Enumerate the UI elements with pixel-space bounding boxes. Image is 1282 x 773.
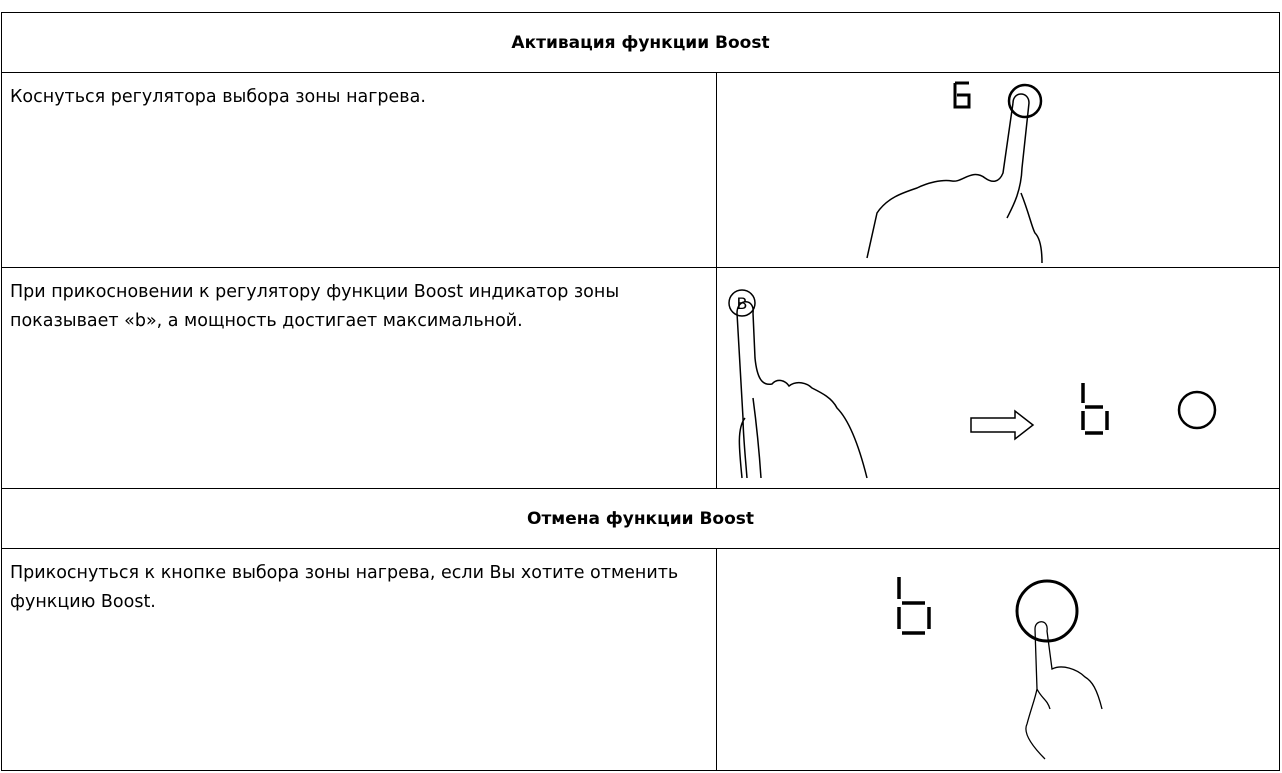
hand <box>736 301 868 479</box>
illustration-cell <box>715 72 1281 268</box>
segment-digit <box>953 81 971 109</box>
step-text: Прикоснуться к кнопке выбора зоны нагрев… <box>1 548 717 771</box>
boost-illustration: B <box>728 289 1217 479</box>
control-circle <box>1177 390 1217 430</box>
segment-digit <box>1081 383 1109 435</box>
cancel-illustration <box>897 577 1103 760</box>
touch-illustration <box>866 81 1043 264</box>
section-title: Активация функции Boost <box>0 12 1281 73</box>
step-row: Прикоснуться к кнопке выбора зоны нагрев… <box>1 548 1281 771</box>
step-text: Коснуться регулятора выбора зоны нагрева… <box>1 72 717 268</box>
instruction-table: Активация функции Boost Коснуться регуля… <box>0 12 1281 771</box>
hand <box>1025 621 1103 760</box>
control-circle <box>1015 579 1079 643</box>
control-circle <box>1007 83 1043 119</box>
section-header-row: Отмена функции Boost <box>0 488 1281 549</box>
illustration-cell: B <box>715 267 1281 489</box>
section-title: Отмена функции Boost <box>0 488 1281 549</box>
step-row: Коснуться регулятора выбора зоны нагрева… <box>1 72 1281 268</box>
segment-digit <box>897 577 931 635</box>
section-header-row: Активация функции Boost <box>0 12 1281 73</box>
boost-button <box>728 289 756 317</box>
step-text: При прикосновении к регулятору функции B… <box>1 267 717 489</box>
step-row: При прикосновении к регулятору функции B… <box>1 267 1281 489</box>
hand <box>866 93 1043 264</box>
arrow <box>970 409 1035 441</box>
illustration-cell <box>715 548 1281 771</box>
